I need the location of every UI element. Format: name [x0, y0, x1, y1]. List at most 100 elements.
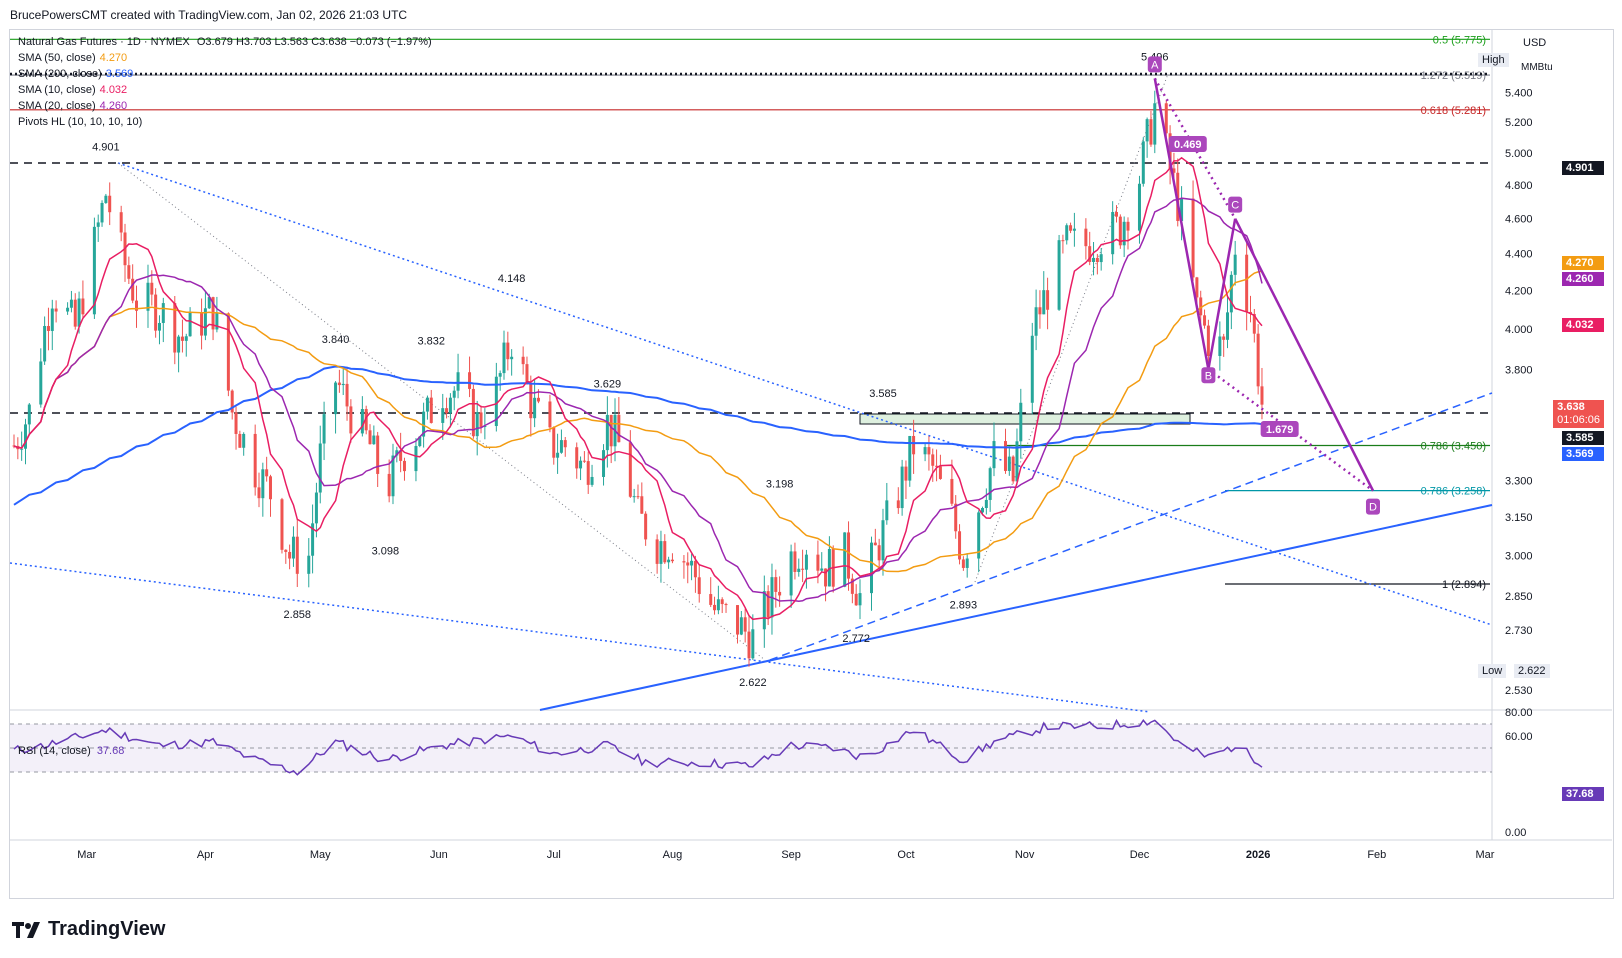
- candle-body: [686, 562, 690, 566]
- pattern-leg-bc: [1207, 218, 1237, 370]
- candle-body: [961, 559, 965, 568]
- candle-body: [215, 313, 219, 330]
- candle-body: [1245, 254, 1249, 312]
- candle-body: [288, 551, 292, 559]
- candle-body: [234, 412, 238, 434]
- candle-body: [364, 409, 368, 431]
- y-tick-label: 4.600: [1505, 214, 1533, 226]
- chart-caption: BrucePowersCMT created with TradingView.…: [10, 8, 408, 22]
- fib-level-label: 0.618 (5.281): [1421, 105, 1486, 117]
- candle-body: [173, 303, 177, 353]
- candle-body: [582, 460, 586, 462]
- candle-body: [177, 336, 181, 353]
- candle-body: [854, 593, 858, 606]
- fib-level-label: 1.272 (5.519): [1421, 70, 1486, 82]
- candle-body: [399, 450, 403, 461]
- candle-body: [1141, 141, 1145, 184]
- candle-body: [858, 593, 862, 606]
- sma20-badge: 4.260: [1562, 272, 1604, 286]
- candle-body: [318, 443, 322, 493]
- candle-body: [843, 532, 847, 587]
- rsi-tick-label: 80.00: [1505, 707, 1533, 719]
- candle-body: [736, 605, 740, 635]
- sma10-badge: 4.032: [1562, 318, 1604, 332]
- y-tick-label: 2.730: [1505, 625, 1533, 637]
- candle-body: [556, 452, 560, 458]
- sma200-badge: 3.569: [1562, 447, 1604, 461]
- candle-body: [291, 536, 295, 559]
- candle-body: [1226, 312, 1230, 340]
- candle-body: [778, 591, 782, 596]
- candle-body: [797, 568, 801, 572]
- pattern-ratio-label: 1.679: [1266, 424, 1294, 436]
- last-price: 3.638: [1557, 401, 1585, 413]
- candle-body: [559, 440, 563, 453]
- pivot-label: 4.148: [498, 273, 526, 285]
- candle-body: [816, 554, 820, 571]
- y-tick-label: 2.850: [1505, 591, 1533, 603]
- candle-body: [307, 555, 311, 574]
- x-tick-label: Aug: [663, 849, 683, 861]
- candle-body: [391, 455, 395, 497]
- candle-body: [605, 414, 609, 451]
- candle-body: [265, 469, 269, 477]
- pattern-point-label: B: [1205, 370, 1212, 382]
- pattern-point-label: A: [1151, 59, 1159, 71]
- candle-body: [655, 539, 659, 564]
- tradingview-logo[interactable]: TradingView: [12, 918, 165, 941]
- x-tick-label: Jun: [430, 849, 448, 861]
- y-tick-label: 2.530: [1505, 685, 1533, 697]
- candle-body: [100, 202, 104, 223]
- pattern-point-marker: [1365, 498, 1380, 515]
- pattern-point-label: D: [1369, 502, 1377, 514]
- x-tick-label: Sep: [781, 849, 801, 861]
- candle-body: [280, 499, 284, 550]
- legend-sma20-value: 4.260: [99, 100, 128, 112]
- legend-pivots[interactable]: Pivots HL (10, 10, 10, 10): [18, 116, 142, 128]
- legend-sma50[interactable]: SMA (50, close) 4.270: [18, 52, 127, 64]
- candle-body: [820, 568, 824, 571]
- candle-body: [586, 461, 590, 485]
- candle-body: [207, 297, 211, 309]
- legend-sma20[interactable]: SMA (20, close) 4.260: [18, 100, 127, 112]
- candle-body: [766, 591, 770, 618]
- legend-symbol-line: Natural Gas Futures · 1D · NYMEX O3.679 …: [18, 36, 432, 48]
- legend-sma10[interactable]: SMA (10, close) 4.032: [18, 84, 127, 96]
- legend-ohlc: O3.679 H3.703 L3.563 C3.638 −0.073 (−1.9…: [196, 36, 432, 48]
- candle-body: [203, 308, 207, 336]
- candle-body: [716, 599, 720, 611]
- candle-body: [609, 414, 613, 447]
- high-label: High: [1478, 53, 1509, 67]
- candle-body: [981, 507, 985, 513]
- fib-level-label: 1 (2.894): [1442, 579, 1486, 591]
- legend-rsi[interactable]: RSI (14, close) 37.68: [18, 745, 124, 757]
- candle-body: [713, 604, 717, 611]
- candle-body: [850, 578, 854, 594]
- axis-currency[interactable]: USD: [1523, 37, 1547, 49]
- bar-countdown: 01:06:06: [1557, 414, 1600, 426]
- sma20-line: [13, 197, 1263, 602]
- legend-rsi-label: RSI (14, close): [18, 745, 91, 757]
- candle-body: [1199, 297, 1203, 316]
- candle-body: [43, 326, 47, 362]
- candle-body: [885, 500, 889, 521]
- pivot-label: 3.832: [418, 336, 446, 348]
- rsi-tick-label: 60.00: [1505, 731, 1533, 743]
- candle-body: [1233, 254, 1237, 275]
- candle-body: [238, 433, 242, 448]
- candle-body: [456, 372, 460, 391]
- fib-measure-line-2: [974, 73, 1169, 583]
- pivot-label: 3.585: [869, 388, 897, 400]
- legend-sma200-value: 3.569: [105, 68, 134, 80]
- x-tick-label: Mar: [1476, 849, 1495, 861]
- candle-body: [498, 373, 502, 377]
- candle-body: [81, 298, 85, 315]
- candle-body: [690, 560, 694, 566]
- legend-symbol[interactable]: Natural Gas Futures · 1D · NYMEX: [18, 36, 190, 48]
- low-value: 2.622: [1514, 664, 1550, 678]
- legend-sma200[interactable]: SMA (200, close) 3.569: [18, 68, 133, 80]
- candle-body: [1252, 313, 1256, 334]
- candle-body: [1126, 221, 1130, 231]
- candle-body: [131, 278, 135, 301]
